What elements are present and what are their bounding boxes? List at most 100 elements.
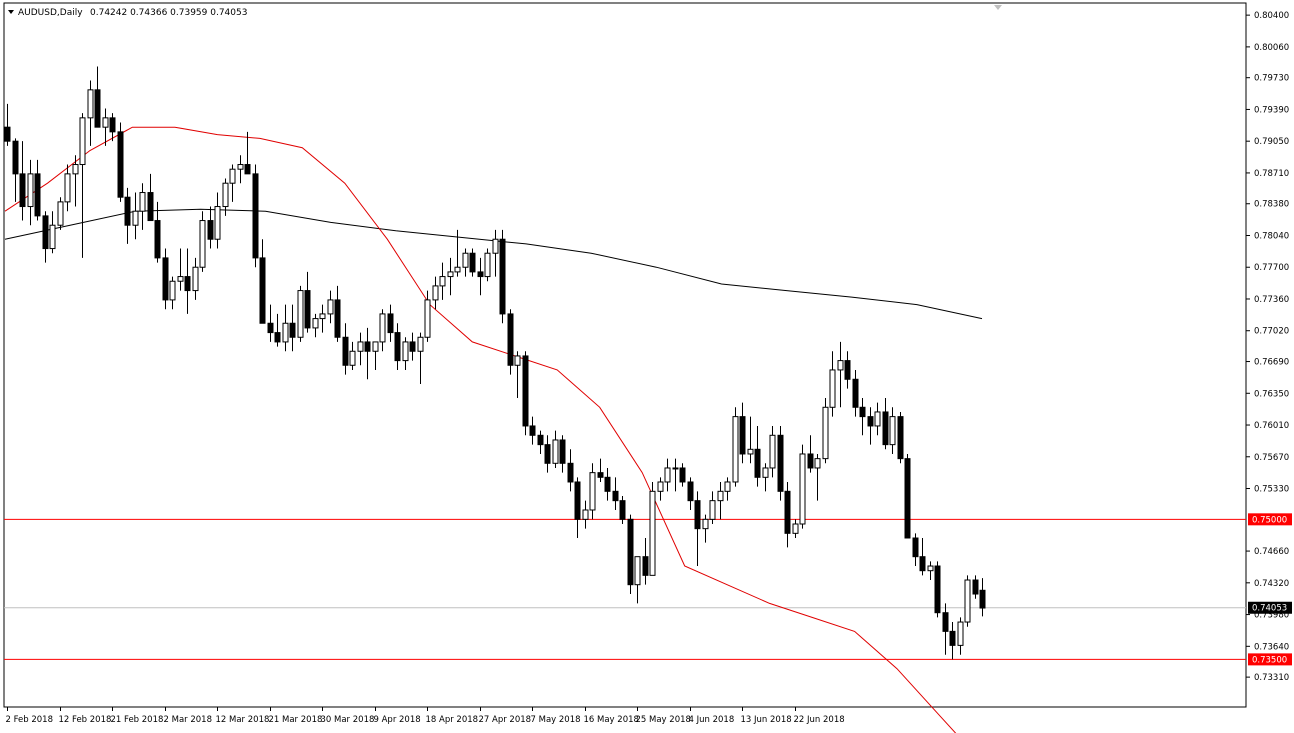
candle [769, 425, 776, 478]
candle [192, 257, 199, 300]
bear-candle-body [147, 192, 154, 222]
price-tick-label: 0.79730 [1254, 74, 1289, 84]
candle [604, 467, 611, 501]
candle [462, 248, 469, 277]
candle [822, 397, 829, 464]
candle [762, 463, 769, 492]
chart-shift-marker-icon[interactable] [994, 5, 1002, 10]
bear-candle-body [94, 89, 101, 128]
candle [4, 103, 11, 146]
candle [34, 159, 41, 221]
candle [807, 435, 814, 473]
bull-candle-body [169, 280, 176, 301]
bull-candle-body [432, 285, 439, 301]
bear-candle-body [612, 490, 619, 502]
candle [342, 323, 349, 375]
bear-candle-body [387, 313, 394, 334]
price-tick-label: 0.80060 [1254, 43, 1289, 53]
bull-candle-body [319, 313, 326, 320]
candle [694, 491, 701, 567]
bull-candle-body [72, 164, 79, 175]
candle [522, 351, 529, 436]
candle [904, 453, 911, 539]
candle [237, 155, 244, 184]
bull-candle-body [454, 266, 461, 273]
bear-candle-body [904, 458, 911, 539]
candle [132, 192, 139, 240]
candle [889, 407, 896, 454]
candle [102, 108, 109, 146]
bear-candle-body [267, 322, 274, 334]
collapse-triangle-icon[interactable] [8, 10, 14, 14]
candle [94, 66, 101, 128]
bear-candle-body [342, 336, 349, 366]
bull-candle-body [792, 523, 799, 534]
candle [874, 402, 881, 436]
bear-candle-body [694, 500, 701, 530]
candle [912, 533, 919, 567]
bull-candle-body [229, 168, 236, 184]
bear-candle-body [304, 290, 311, 329]
candle [267, 304, 274, 342]
bear-candle-body [807, 453, 814, 469]
candles-layer [4, 66, 986, 660]
bear-candle-body [529, 425, 536, 436]
bear-candle-body [274, 332, 281, 343]
candle [559, 435, 566, 473]
candle [207, 206, 214, 249]
candle [49, 211, 56, 254]
bull-candle-body [829, 369, 836, 408]
date-tick-label: 2 Feb 2018 [6, 715, 54, 725]
bull-candle-body [814, 458, 821, 469]
bear-candle-body [522, 355, 529, 427]
bear-candle-body [507, 313, 514, 366]
candle [477, 257, 484, 296]
bull-candle-body [282, 322, 289, 343]
bull-candle-body [402, 341, 409, 362]
candle [469, 248, 476, 277]
price-tick-label: 0.73310 [1254, 673, 1289, 683]
bear-candle-body [469, 252, 476, 273]
price-tick-label: 0.74320 [1254, 579, 1289, 589]
candle [972, 575, 979, 599]
bear-candle-body [184, 276, 191, 292]
candle [447, 257, 454, 296]
candle [409, 332, 416, 361]
date-tick-label: 25 May 2018 [636, 715, 691, 725]
price-tick-label: 0.76690 [1254, 358, 1289, 368]
bull-candle-body [822, 406, 829, 460]
date-tick-label: 18 Apr 2018 [426, 715, 479, 725]
candle [432, 276, 439, 310]
candle [537, 430, 544, 454]
candle [582, 500, 589, 529]
candle [259, 239, 266, 324]
bear-candle-body [679, 467, 686, 483]
bear-candle-body [882, 411, 889, 446]
bull-candle-body [927, 565, 934, 572]
bull-candle-body [589, 472, 596, 511]
candle [274, 313, 281, 347]
bear-candle-body [739, 416, 746, 455]
candle [882, 397, 889, 450]
price-tick-label: 0.75330 [1254, 485, 1289, 495]
bear-candle-body [627, 518, 634, 586]
bull-candle-body [762, 467, 769, 478]
candle [117, 122, 124, 202]
candle [349, 341, 356, 370]
bull-candle-body [799, 453, 806, 525]
price-tick-label: 0.75670 [1254, 453, 1289, 463]
candle [574, 477, 581, 539]
bear-candle-body [687, 481, 694, 502]
price-tick-label: 0.79390 [1254, 105, 1289, 115]
candle [777, 425, 784, 501]
bull-candle-body [132, 210, 139, 226]
candle [499, 229, 506, 324]
price-tick-label: 0.79050 [1254, 137, 1289, 147]
bear-candle-body [544, 444, 551, 464]
candle [544, 435, 551, 473]
bull-candle-body [87, 89, 94, 119]
candle [739, 402, 746, 464]
bear-candle-body [949, 630, 956, 646]
candle [754, 425, 761, 487]
